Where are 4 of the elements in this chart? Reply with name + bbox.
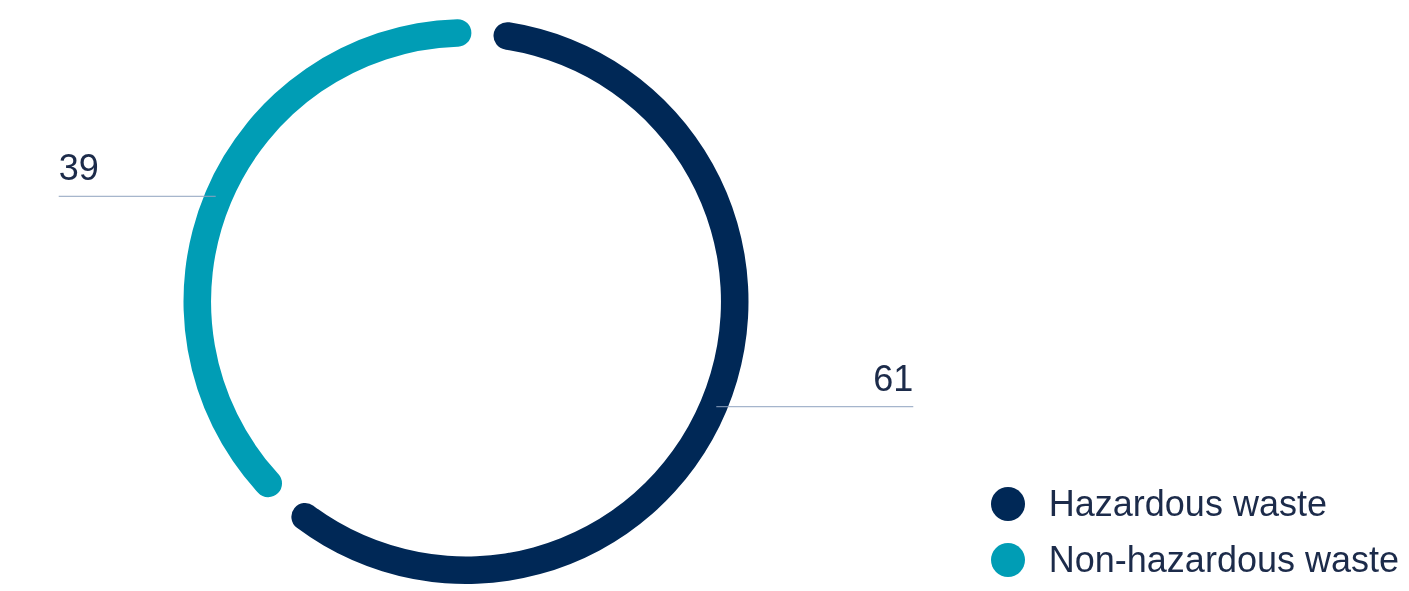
legend-label: Hazardous waste [1048,483,1327,525]
legend-label: Non-hazardous waste [1048,539,1399,581]
data-label: 39 [58,147,99,189]
data-label: 61 [873,357,914,399]
